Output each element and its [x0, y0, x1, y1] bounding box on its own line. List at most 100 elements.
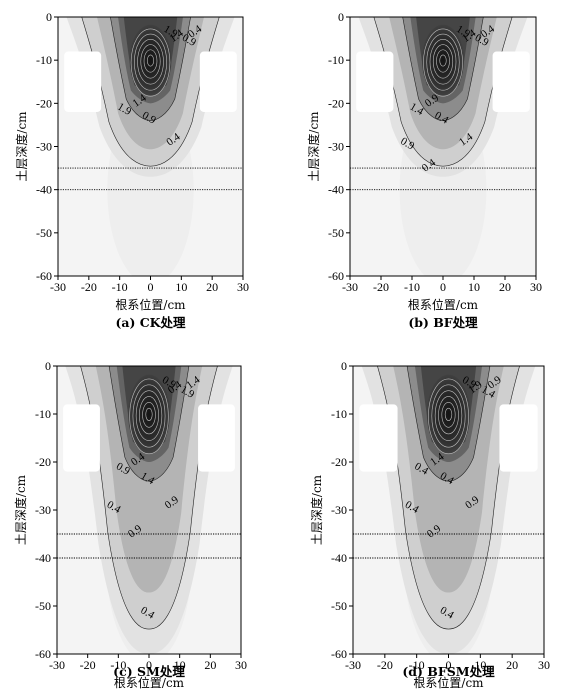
y-tick-label: -10 — [331, 407, 347, 421]
y-axis-label: 土层深度/cm — [309, 474, 324, 545]
x-tick-label: 10 — [468, 280, 480, 294]
x-tick-label: 30 — [235, 658, 247, 672]
y-tick-label: -60 — [331, 647, 347, 661]
unshaded-region — [198, 404, 235, 472]
peak-ring — [423, 28, 463, 97]
unshaded-region — [63, 404, 100, 472]
peak-ring — [444, 407, 453, 421]
y-tick-label: -50 — [328, 226, 344, 240]
y-tick-label: 0 — [45, 359, 51, 373]
y-tick-label: -40 — [35, 551, 51, 565]
x-axis-label: 根系位置/cm — [114, 675, 185, 690]
y-tick-label: 0 — [341, 359, 347, 373]
peak-ring — [140, 44, 161, 79]
x-tick-label: -20 — [81, 280, 97, 294]
peak-core — [129, 24, 172, 96]
x-tick-label: 30 — [530, 280, 542, 294]
peak-ring — [436, 49, 450, 73]
x-tick-label: 10 — [174, 658, 186, 672]
y-tick-label: 0 — [338, 10, 344, 24]
y-tick-label: -40 — [331, 551, 347, 565]
peak-ring — [426, 33, 460, 91]
peak-ring — [134, 33, 167, 91]
y-tick-label: -60 — [35, 647, 51, 661]
x-tick-label: -20 — [80, 658, 96, 672]
y-tick-label: 0 — [46, 10, 52, 24]
x-tick-label: 20 — [499, 280, 511, 294]
y-axis-label: 土层深度/cm — [14, 111, 29, 182]
y-tick-label: -30 — [35, 503, 51, 517]
panel-caption: (d) BFSM处理 — [402, 664, 495, 679]
x-tick-label: -10 — [404, 280, 420, 294]
peak-ring — [137, 39, 164, 85]
y-tick-label: -20 — [35, 455, 51, 469]
x-tick-label: 20 — [506, 658, 518, 672]
x-tick-label: 10 — [175, 280, 187, 294]
x-tick-label: 30 — [538, 658, 550, 672]
x-tick-label: -30 — [49, 658, 65, 672]
x-tick-label: -30 — [345, 658, 361, 672]
peak-ring — [129, 378, 169, 455]
peak-core — [128, 374, 170, 454]
y-tick-label: -40 — [36, 183, 52, 197]
peak-ring — [428, 378, 469, 455]
peak-ring — [429, 39, 457, 85]
y-tick-label: -10 — [36, 53, 52, 67]
peak-ring — [432, 44, 454, 79]
contour-field — [58, 17, 243, 276]
y-tick-label: -60 — [328, 269, 344, 283]
x-tick-label: 10 — [474, 658, 486, 672]
y-tick-label: -20 — [331, 455, 347, 469]
peak-ring — [145, 407, 153, 421]
peak-core — [421, 24, 465, 96]
y-tick-label: -50 — [36, 226, 52, 240]
panel-caption: (b) BF处理 — [408, 315, 478, 330]
peak-ring — [132, 384, 166, 448]
unshaded-region — [356, 51, 394, 112]
y-axis-label: 土层深度/cm — [306, 111, 321, 182]
peak-ring — [431, 384, 466, 448]
unshaded-region — [199, 51, 237, 112]
x-tick-label: 20 — [204, 658, 216, 672]
x-axis-label: 根系位置/cm — [413, 675, 484, 690]
y-tick-label: -10 — [35, 407, 51, 421]
panel-a: 1.91.40.90.41.91.40.90.4-30 -20 -10 0 10 20 30… — [14, 10, 249, 330]
x-axis-label: 根系位置/cm — [408, 297, 479, 312]
peak-ring — [139, 396, 159, 435]
unshaded-region — [64, 51, 102, 112]
peak-ring — [135, 390, 163, 441]
unshaded-region — [499, 404, 538, 472]
unshaded-region — [359, 404, 398, 472]
x-tick-label: -10 — [112, 280, 128, 294]
panel-caption: (c) SM处理 — [113, 664, 185, 679]
x-tick-label: -20 — [377, 658, 393, 672]
peak-ring — [142, 402, 156, 428]
contour-field — [353, 366, 544, 654]
panel-caption: (a) CK处理 — [115, 315, 186, 330]
peak-ring — [434, 390, 463, 441]
y-tick-label: -30 — [331, 503, 347, 517]
x-tick-label: 20 — [206, 280, 218, 294]
x-tick-label: -20 — [373, 280, 389, 294]
x-tick-label: 0 — [146, 658, 152, 672]
y-tick-label: -50 — [35, 599, 51, 613]
x-tick-label: -10 — [409, 658, 425, 672]
x-tick-label: 0 — [440, 280, 446, 294]
x-tick-label: -10 — [110, 658, 126, 672]
x-tick-label: -30 — [342, 280, 358, 294]
y-tick-label: -30 — [36, 140, 52, 154]
contour-field — [350, 17, 536, 276]
peak-ring — [143, 49, 158, 73]
panel-b: 1.91.40.90.41.40.90.41.40.90.4-30 -20 -10 0… — [306, 10, 542, 330]
panel-d: 0.91.91.40.90.41.40.40.90.40.90.4-30 -20-… — [309, 359, 550, 690]
x-tick-label: -30 — [50, 280, 66, 294]
y-tick-label: -20 — [328, 96, 344, 110]
y-axis-label: 土层深度/cm — [13, 474, 28, 545]
peak-core — [426, 374, 471, 454]
peak-ring — [439, 54, 447, 67]
y-tick-label: -30 — [328, 140, 344, 154]
y-tick-label: -60 — [36, 269, 52, 283]
unshaded-region — [492, 51, 530, 112]
x-tick-label: 0 — [148, 280, 154, 294]
